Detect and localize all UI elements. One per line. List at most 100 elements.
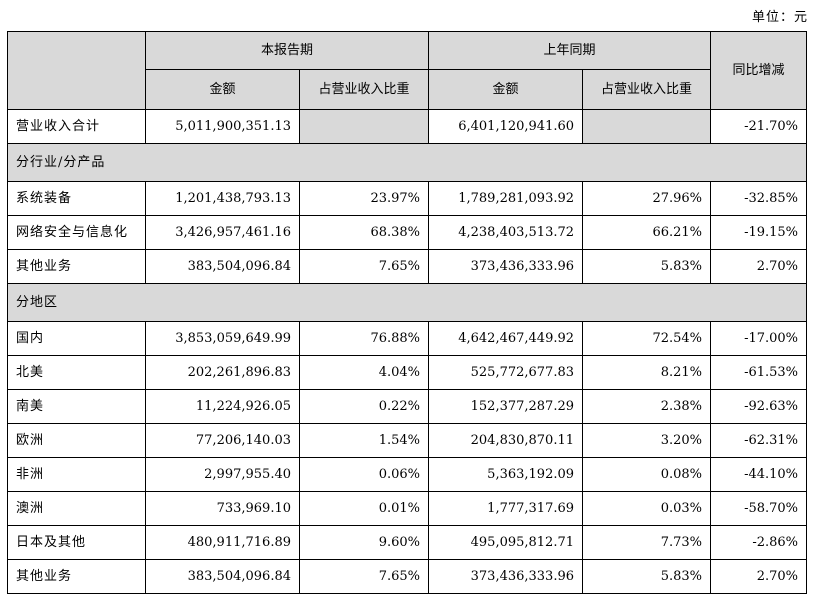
section-title: 分行业/分产品 — [6, 143, 808, 182]
current-share-cell: 1.54% — [298, 423, 430, 458]
current-share-cell: 9.60% — [298, 525, 430, 560]
prior-amount-cell: 4,238,403,513.72 — [428, 215, 584, 250]
table-row: 其他业务 383,504,096.84 7.65% 373,436,333.96 5.8… — [7, 249, 808, 284]
table-row: 网络安全与信息化 3,426,957,461.16 68.38% 4,238,403,… — [7, 215, 808, 250]
current-amount-cell: 5,011,900,351.13 — [145, 109, 300, 144]
header-row-2: 金额 占营业收入比重 金额 占营业收入比重 — [8, 69, 807, 110]
prior-share-cell: 7.73% — [582, 525, 712, 560]
current-amount-cell: 202,261,896.83 — [145, 355, 300, 390]
prior-share-header: 占营业收入比重 — [582, 69, 712, 110]
current-amount-cell: 480,911,716.89 — [145, 525, 300, 560]
prior-amount-cell: 495,095,812.71 — [428, 525, 584, 560]
prior-amount-cell: 1,777,317.69 — [428, 491, 584, 526]
current-share-header: 占营业收入比重 — [298, 69, 430, 110]
prior-amount-cell: 5,363,192.09 — [428, 457, 584, 492]
prior-share-cell — [582, 109, 712, 144]
table-row: 系统装备 1,201,438,793.13 23.97% 1,789,281,093.… — [7, 181, 808, 216]
header-row-1: 本报告期 上年同期 同比增减 — [7, 31, 808, 110]
current-share-cell: 0.22% — [298, 389, 430, 424]
row-label: 其他业务 — [7, 559, 146, 594]
row-label: 国内 — [7, 321, 146, 356]
table-row: 澳洲 733,969.10 0.01% 1,777,317.69 0.03% -58.70… — [7, 491, 808, 526]
current-amount-cell: 2,997,955.40 — [145, 457, 300, 492]
row-label: 北美 — [7, 355, 146, 390]
prior-amount-cell: 204,830,870.11 — [428, 423, 584, 458]
current-share-cell: 68.38% — [298, 215, 430, 250]
unit-label: 单位：元 — [751, 10, 808, 25]
prior-share-cell: 0.03% — [582, 491, 712, 526]
corner-header-cell — [7, 31, 146, 110]
row-label: 南美 — [7, 389, 146, 424]
row-label: 非洲 — [7, 457, 146, 492]
row-label: 营业收入合计 — [7, 109, 146, 144]
row-label: 网络安全与信息化 — [7, 215, 146, 250]
yoy-cell: -32.85% — [710, 181, 808, 216]
prior-share-cell: 72.54% — [582, 321, 712, 356]
current-amount-cell: 733,969.10 — [145, 491, 300, 526]
current-period-header: 本报告期 — [144, 31, 430, 70]
yoy-cell: -62.31% — [710, 423, 808, 458]
current-amount-cell: 77,206,140.03 — [145, 423, 300, 458]
row-label: 澳洲 — [7, 491, 146, 526]
table-row: 北美 202,261,896.83 4.04% 525,772,677.83 8.21%… — [7, 355, 808, 390]
yoy-cell: -17.00% — [710, 321, 808, 356]
table-row: 南美 11,224,926.05 0.22% 152,377,287.29 2.38% -… — [7, 389, 808, 424]
yoy-cell: -58.70% — [710, 491, 808, 526]
current-amount-cell: 383,504,096.84 — [145, 559, 300, 594]
row-label: 欧洲 — [7, 423, 146, 458]
section-title: 分地区 — [6, 283, 808, 322]
revenue-composition-table: 本报告期 上年同期 同比增减 金额 占营业收入比重 金额 占营业收入比重 营业收… — [6, 31, 808, 594]
current-amount-cell: 3,426,957,461.16 — [145, 215, 300, 250]
current-amount-cell: 1,201,438,793.13 — [145, 181, 300, 216]
current-share-cell: 76.88% — [298, 321, 430, 356]
table-row: 非洲 2,997,955.40 0.06% 5,363,192.09 0.08% -44.… — [7, 457, 808, 492]
current-amount-cell: 3,853,059,649.99 — [145, 321, 300, 356]
prior-amount-header: 金额 — [428, 69, 584, 110]
table-row: 日本及其他 480,911,716.89 9.60% 495,095,812.71 7.… — [7, 525, 808, 560]
prior-period-header: 上年同期 — [428, 31, 712, 70]
yoy-cell: -44.10% — [710, 457, 808, 492]
prior-share-cell: 5.83% — [582, 559, 712, 594]
table-row: 欧洲 77,206,140.03 1.54% 204,830,870.11 3.20% -… — [7, 423, 808, 458]
prior-share-cell: 66.21% — [582, 215, 712, 250]
prior-share-cell: 5.83% — [582, 249, 712, 284]
table-row: 国内 3,853,059,649.99 76.88% 4,642,467,449.92… — [7, 321, 808, 356]
total-row: 营业收入合计 5,011,900,351.13 6,401,120,941.60… — [7, 109, 808, 144]
prior-amount-cell: 525,772,677.83 — [428, 355, 584, 390]
row-label: 其他业务 — [7, 249, 146, 284]
current-share-cell: 0.01% — [298, 491, 430, 526]
yoy-cell: 2.70% — [710, 559, 808, 594]
current-share-cell: 23.97% — [298, 181, 430, 216]
prior-amount-cell: 373,436,333.96 — [428, 249, 584, 284]
table-row: 其他业务 383,504,096.84 7.65% 373,436,333.96 5.8… — [7, 559, 808, 594]
current-amount-header: 金额 — [145, 69, 300, 110]
prior-share-cell: 0.08% — [582, 457, 712, 492]
sections-body: 分行业/分产品 系统装备 1,201,438,793.13 23.97% 1,789,2… — [6, 143, 808, 594]
section-header-row: 分地区 — [6, 283, 808, 322]
current-share-cell — [298, 109, 430, 144]
current-share-cell: 7.65% — [298, 559, 430, 594]
current-share-cell: 7.65% — [298, 249, 430, 284]
prior-amount-cell: 152,377,287.29 — [428, 389, 584, 424]
prior-share-cell: 27.96% — [582, 181, 712, 216]
current-amount-cell: 383,504,096.84 — [145, 249, 300, 284]
row-label: 日本及其他 — [7, 525, 146, 560]
prior-share-cell: 2.38% — [582, 389, 712, 424]
prior-amount-cell: 4,642,467,449.92 — [428, 321, 584, 356]
prior-amount-cell: 6,401,120,941.60 — [428, 109, 584, 144]
yoy-cell: -21.70% — [710, 109, 808, 144]
prior-share-cell: 3.20% — [582, 423, 712, 458]
prior-amount-cell: 373,436,333.96 — [428, 559, 584, 594]
prior-amount-cell: 1,789,281,093.92 — [428, 181, 584, 216]
current-share-cell: 4.04% — [298, 355, 430, 390]
current-share-cell: 0.06% — [298, 457, 430, 492]
yoy-change-header: 同比增减 — [710, 31, 808, 110]
row-label: 系统装备 — [7, 181, 146, 216]
current-amount-cell: 11,224,926.05 — [145, 389, 300, 424]
yoy-cell: -19.15% — [710, 215, 808, 250]
prior-share-cell: 8.21% — [582, 355, 712, 390]
yoy-cell: -2.86% — [710, 525, 808, 560]
yoy-cell: 2.70% — [710, 249, 808, 284]
yoy-cell: -61.53% — [710, 355, 808, 390]
yoy-cell: -92.63% — [710, 389, 808, 424]
